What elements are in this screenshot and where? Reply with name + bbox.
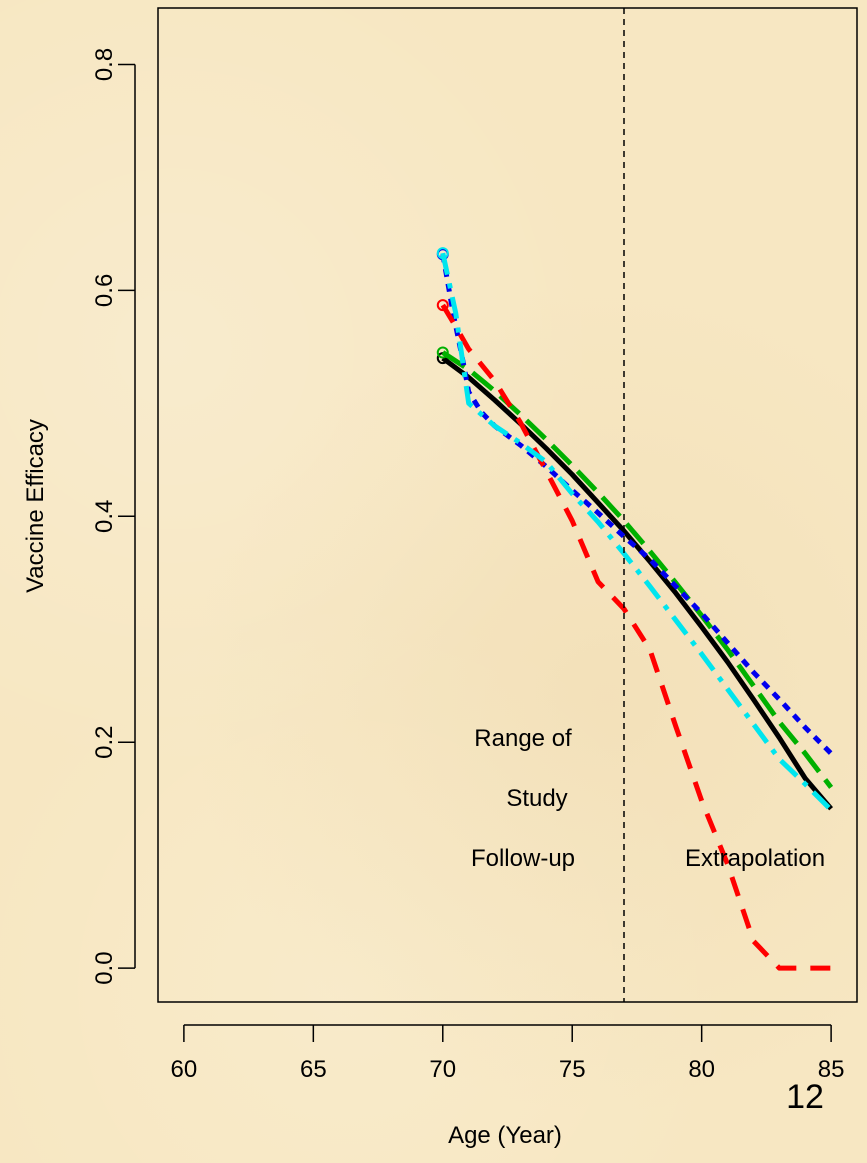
annotation-range-line-3: Follow-up [471,845,575,872]
x-axis: 60 65 70 75 80 85 [171,1024,845,1083]
series-start-marker-4 [436,299,449,312]
series-line-3 [440,253,833,756]
series-layer [436,247,834,971]
x-tick-label: 60 [171,1056,198,1083]
series-start-marker-5 [436,247,449,260]
annotation-range-line-1: Range of [474,725,572,752]
series-line-4 [440,303,832,971]
x-tick-label: 80 [688,1056,715,1083]
y-tick-label: 0.4 [91,500,118,533]
y-tick-label: 0.0 [91,951,118,984]
x-tick-label: 65 [300,1056,327,1083]
page-number: 12 [786,1078,824,1116]
y-tick-label: 0.6 [91,274,118,307]
x-tick-label: 70 [429,1056,456,1083]
series-start-marker-2 [436,346,449,359]
x-tick-label: 85 [818,1056,845,1083]
series-line-2 [441,350,834,789]
plot-frame [157,7,858,1003]
y-axis: 0.0 0.2 0.4 0.6 0.8 [91,48,136,985]
y-axis-title: Vaccine Efficacy [22,419,49,593]
annotation-extrapolation: Extrapolation [685,845,825,872]
x-tick-label: 75 [559,1056,586,1083]
y-tick-label: 0.2 [91,726,118,759]
annotation-range-line-2: Study [506,785,567,812]
series-line-1 [441,356,834,811]
y-tick-label: 0.8 [91,48,118,81]
x-axis-title: Age (Year) [448,1122,562,1149]
series-line-5 [440,252,833,812]
